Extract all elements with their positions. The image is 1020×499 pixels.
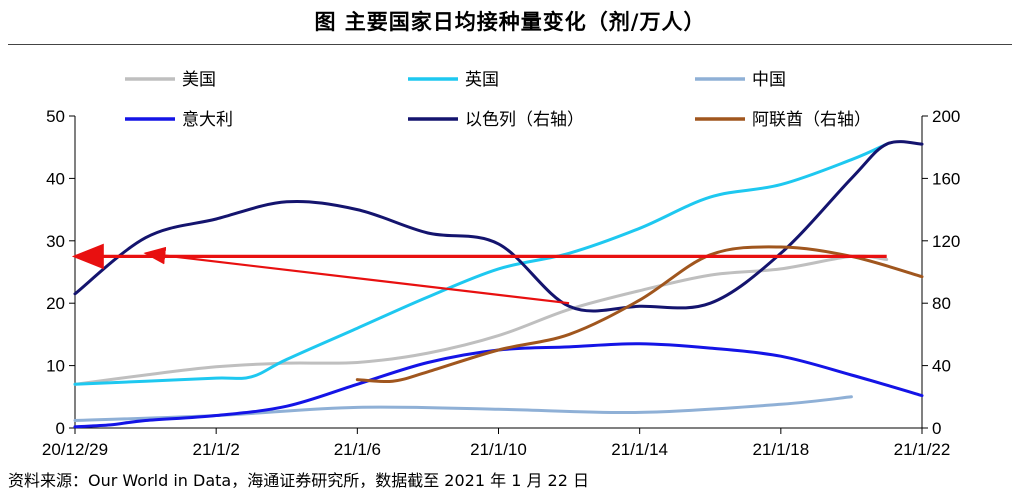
x-tick-label: 21/1/2	[193, 440, 240, 459]
y-left-tick-label: 0	[56, 419, 65, 438]
series-line-italy	[73, 342, 924, 429]
series-group	[73, 140, 924, 429]
source-note: 资料来源：Our World in Data，海通证券研究所，数据截至 2021…	[8, 471, 589, 490]
series-line-uk	[73, 142, 889, 386]
y-right-tick-label: 80	[932, 294, 951, 313]
series-line-us	[73, 254, 889, 386]
legend-label: 美国	[182, 70, 216, 90]
y-left-tick-label: 40	[46, 169, 65, 188]
x-tick-label: 21/1/18	[752, 440, 809, 459]
annotation-arrow-icon	[143, 246, 570, 305]
y-right-tick-label: 120	[932, 232, 960, 251]
legend-label: 中国	[752, 70, 786, 90]
y-right-tick-label: 160	[932, 169, 960, 188]
x-tick-label: 20/12/29	[42, 440, 108, 459]
x-tick-label: 21/1/6	[334, 440, 381, 459]
y-right-tick-label: 0	[932, 419, 941, 438]
annotations	[71, 243, 887, 305]
x-tick-label: 21/1/10	[470, 440, 527, 459]
y-right-tick-label: 200	[932, 107, 960, 126]
y-left-tick-label: 10	[46, 357, 65, 376]
y-right-tick-label: 40	[932, 357, 951, 376]
legend-label: 英国	[465, 70, 499, 90]
y-left-tick-label: 50	[46, 107, 65, 126]
title-divider	[8, 44, 1012, 45]
legend-label: 阿联酋（右轴）	[752, 110, 871, 130]
chart-title: 图 主要国家日均接种量变化（剂/万人）	[314, 10, 706, 34]
x-tick-label: 21/1/22	[894, 440, 951, 459]
series-line-israel	[73, 140, 924, 313]
series-line-uae	[355, 245, 924, 384]
x-tick-label: 21/1/14	[611, 440, 668, 459]
y-left-tick-label: 30	[46, 232, 65, 251]
y-left-tick-label: 20	[46, 294, 65, 313]
legend-label: 意大利	[182, 110, 233, 130]
legend-label: 以色列（右轴）	[465, 110, 584, 130]
